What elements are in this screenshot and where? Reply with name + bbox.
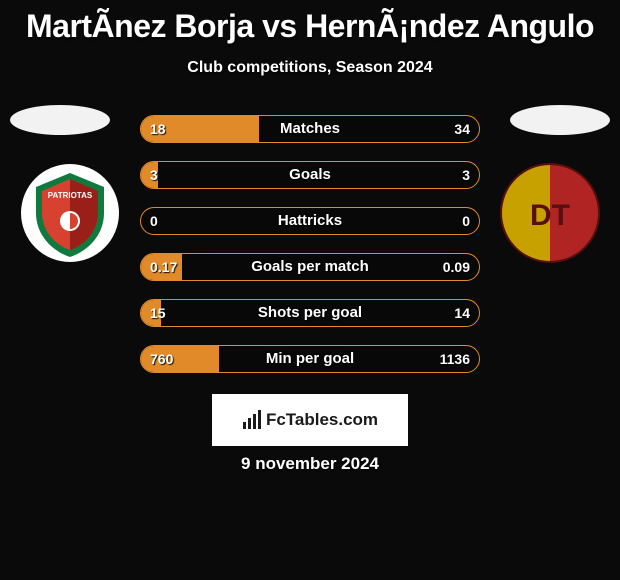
stat-bar-track	[140, 253, 480, 281]
badge-right-text: DT	[530, 199, 570, 232]
club-badge-left: PATRIOTAS	[20, 163, 120, 263]
comparison-card: MartÃ­nez Borja vs HernÃ¡ndez Angulo Clu…	[0, 0, 620, 580]
stat-bar-track	[140, 115, 480, 143]
club-badge-right: DT	[500, 163, 600, 263]
stat-row: Shots per goal1514	[140, 299, 480, 327]
stat-bar-fill-left	[141, 254, 182, 280]
brand-label: FcTables.com	[266, 410, 378, 430]
stat-bar-track	[140, 161, 480, 189]
stat-bars: Matches1834 Goals33 Hattricks00 Goals per m…	[140, 115, 480, 391]
stat-bar-fill-left	[141, 300, 161, 326]
stat-row: Goals per match0.170.09	[140, 253, 480, 281]
stat-bar-track	[140, 345, 480, 373]
snapshot-date: 9 november 2024	[0, 454, 620, 474]
stat-bar-fill-left	[141, 116, 259, 142]
page-title: MartÃ­nez Borja vs HernÃ¡ndez Angulo	[0, 0, 620, 45]
player-portrait-left	[10, 105, 110, 135]
circle-badge-icon: DT	[500, 163, 600, 263]
stat-row: Hattricks00	[140, 207, 480, 235]
stat-bar-track	[140, 299, 480, 327]
bar-chart-icon	[242, 410, 262, 430]
shield-icon: PATRIOTAS	[20, 163, 120, 263]
stat-row: Min per goal7601136	[140, 345, 480, 373]
page-subtitle: Club competitions, Season 2024	[0, 59, 620, 77]
stat-row: Goals33	[140, 161, 480, 189]
brand-box[interactable]: FcTables.com	[212, 394, 408, 446]
stat-bar-track	[140, 207, 480, 235]
stat-row: Matches1834	[140, 115, 480, 143]
badge-left-text: PATRIOTAS	[48, 191, 93, 200]
stat-bar-fill-left	[141, 162, 158, 188]
stat-bar-fill-left	[141, 346, 219, 372]
player-portrait-right	[510, 105, 610, 135]
